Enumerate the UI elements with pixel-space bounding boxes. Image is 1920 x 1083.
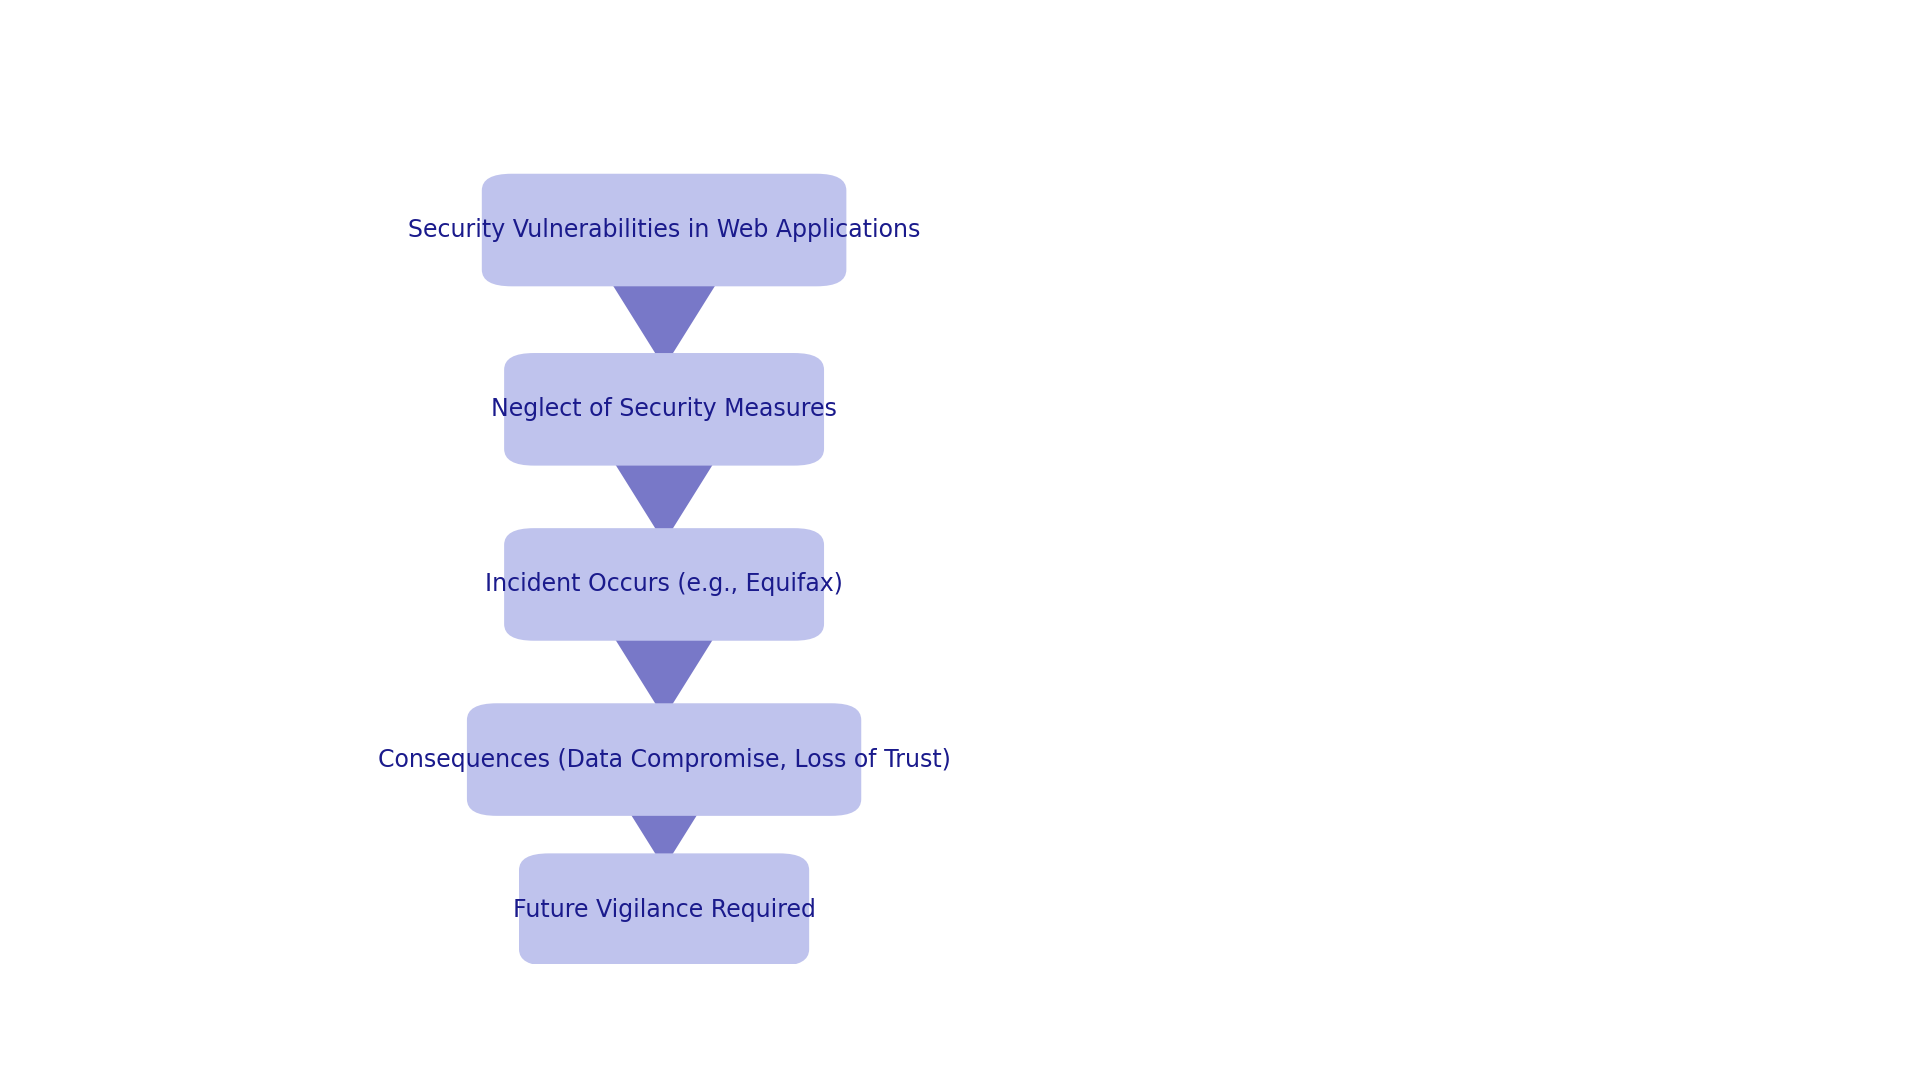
FancyBboxPatch shape	[505, 353, 824, 466]
FancyBboxPatch shape	[467, 703, 862, 815]
Text: Security Vulnerabilities in Web Applications: Security Vulnerabilities in Web Applicat…	[407, 218, 920, 242]
Text: Consequences (Data Compromise, Loss of Trust): Consequences (Data Compromise, Loss of T…	[378, 747, 950, 771]
FancyBboxPatch shape	[505, 529, 824, 641]
Text: Future Vigilance Required: Future Vigilance Required	[513, 898, 816, 922]
FancyBboxPatch shape	[518, 853, 808, 966]
Text: Neglect of Security Measures: Neglect of Security Measures	[492, 397, 837, 421]
Text: Incident Occurs (e.g., Equifax): Incident Occurs (e.g., Equifax)	[486, 573, 843, 597]
FancyBboxPatch shape	[482, 173, 847, 286]
